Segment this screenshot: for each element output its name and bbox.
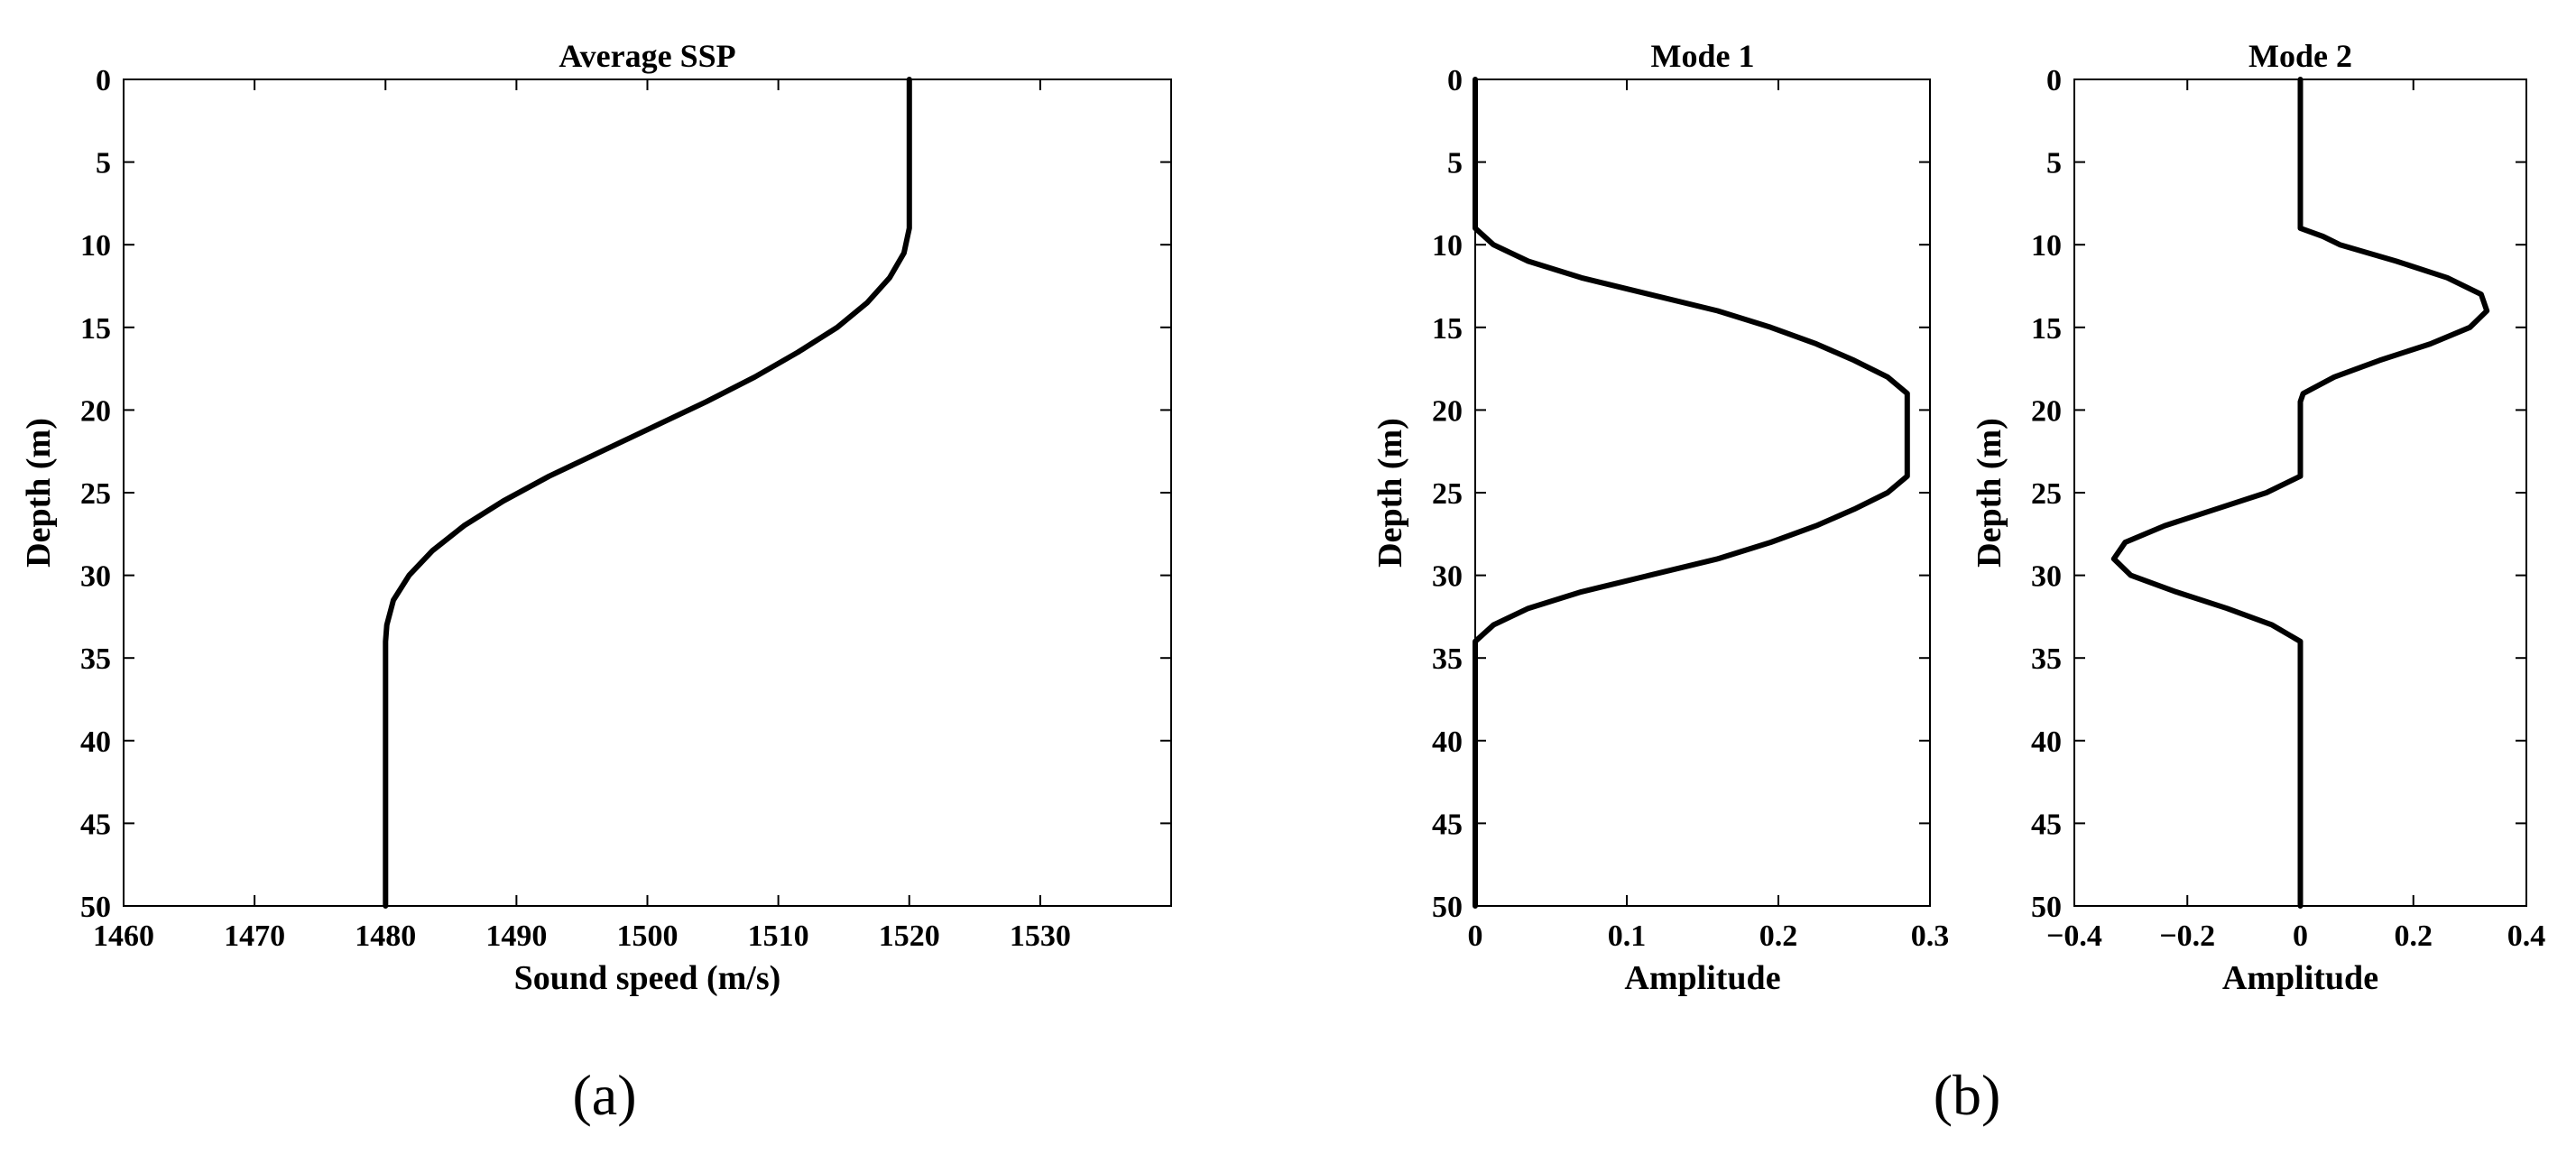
x-tick-label: −0.4 — [2046, 919, 2102, 953]
y-tick-label: 45 — [80, 808, 111, 841]
y-tick-label: 0 — [2046, 64, 2062, 97]
y-axis-label: Depth (m) — [20, 418, 58, 568]
x-tick-label: 0.1 — [1608, 919, 1647, 953]
y-tick-label: 25 — [2031, 477, 2062, 511]
x-tick-label: 0.4 — [2507, 919, 2546, 953]
y-tick-label: 30 — [80, 560, 111, 594]
x-tick-label: 0.2 — [1759, 919, 1798, 953]
x-tick-label: 0 — [2293, 919, 2308, 953]
y-tick-label: 35 — [2031, 642, 2062, 676]
y-axis-label: Depth (m) — [1971, 418, 2008, 568]
x-tick-label: 1530 — [1010, 919, 1071, 953]
y-tick-label: 20 — [80, 394, 111, 428]
x-tick-label: 1470 — [224, 919, 285, 953]
y-tick-label: 5 — [96, 147, 111, 180]
x-tick-label: 0.2 — [2395, 919, 2433, 953]
x-tick-label: −0.2 — [2159, 919, 2215, 953]
series-line — [383, 77, 912, 909]
y-tick-label: 5 — [2046, 147, 2062, 180]
y-tick-label: 40 — [1432, 725, 1463, 759]
plot-3: −0.4 −0.2 0 0.2 0.4 0 5 10 15 20 25 30 35 40 45 50 Mode … — [1971, 38, 2545, 997]
series-line — [1473, 77, 1910, 909]
y-tick-label: 30 — [1432, 560, 1463, 594]
x-tick-label: 1480 — [355, 919, 416, 953]
y-tick-label: 10 — [80, 229, 111, 263]
y-tick-label: 10 — [1432, 229, 1463, 263]
y-tick-label: 45 — [1432, 808, 1463, 841]
y-tick-label: 15 — [80, 312, 111, 346]
x-axis-label: Amplitude — [1624, 959, 1780, 997]
y-tick-label: 20 — [1432, 394, 1463, 428]
x-tick-label: 1460 — [93, 919, 154, 953]
x-axis-label: Sound speed (m/s) — [514, 959, 781, 997]
y-tick-label: 0 — [96, 64, 111, 97]
plot-title: Average SSP — [559, 38, 735, 74]
y-tick-label: 25 — [80, 477, 111, 511]
x-tick-label: 0 — [1468, 919, 1483, 953]
y-tick-label: 0 — [1447, 64, 1463, 97]
axes-frame — [1474, 79, 1931, 907]
plot-title: Mode 2 — [2248, 38, 2352, 74]
x-tick-label: 1510 — [748, 919, 809, 953]
y-tick-label: 5 — [1447, 147, 1463, 180]
series-line — [2110, 77, 2490, 909]
y-tick-label: 20 — [2031, 394, 2062, 428]
y-axis-label: Depth (m) — [1371, 418, 1409, 568]
x-tick-label: 1490 — [485, 919, 547, 953]
y-tick-label: 50 — [80, 891, 111, 924]
y-tick-label: 25 — [1432, 477, 1463, 511]
y-tick-label: 45 — [2031, 808, 2062, 841]
y-tick-label: 35 — [1432, 642, 1463, 676]
y-tick-label: 10 — [2031, 229, 2062, 263]
plot-title: Mode 1 — [1651, 38, 1755, 74]
panel-label-b: (b) — [1934, 1063, 2001, 1127]
x-tick-label: 1520 — [879, 919, 940, 953]
panel-label-a: (a) — [572, 1063, 636, 1127]
x-tick-label: 0.3 — [1911, 919, 1950, 953]
y-tick-label: 30 — [2031, 560, 2062, 594]
y-tick-label: 15 — [1432, 312, 1463, 346]
y-tick-label: 50 — [2031, 891, 2062, 924]
x-axis-label: Amplitude — [2222, 959, 2378, 997]
y-tick-label: 35 — [80, 642, 111, 676]
y-tick-label: 15 — [2031, 312, 2062, 346]
y-tick-label: 50 — [1432, 891, 1463, 924]
plot-1: 1460 1470 1480 1490 1500 1510 1520 153005101520… — [20, 38, 1172, 997]
x-tick-label: 1500 — [617, 919, 679, 953]
y-tick-label: 40 — [2031, 725, 2062, 759]
axes-frame — [123, 79, 1172, 907]
plot-2: 0 0.1 0.2 0.3 0 5 10 15 20 25 30 35 40 45 50 Mode 1 Ampl… — [1371, 38, 1949, 997]
y-tick-label: 40 — [80, 725, 111, 759]
